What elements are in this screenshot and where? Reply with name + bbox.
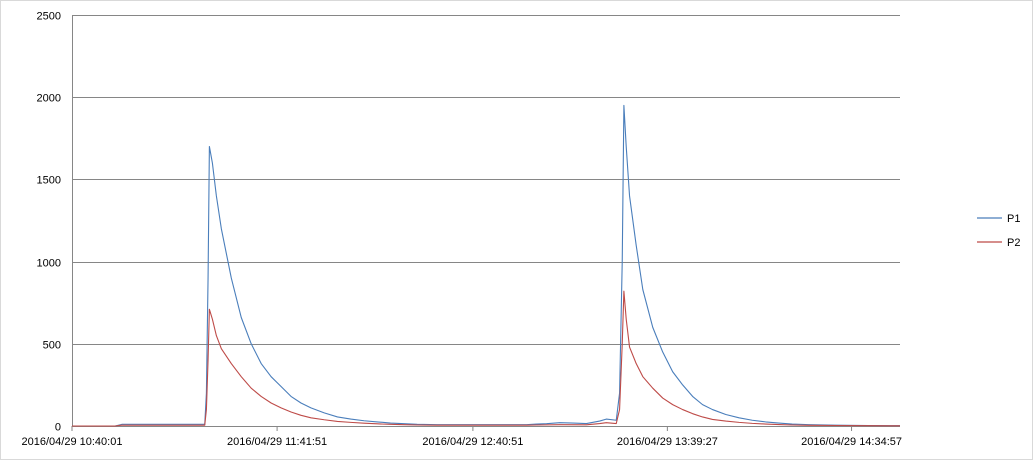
legend-label-p2: P2 bbox=[1007, 237, 1020, 249]
series-lines bbox=[72, 104, 901, 427]
x-tick-label-3: 2016/04/29 13:39:27 bbox=[617, 436, 718, 448]
x-tick-label-4: 2016/04/29 14:34:57 bbox=[801, 436, 902, 448]
x-tick-label-0: 2016/04/29 10:40:01 bbox=[22, 436, 123, 448]
x-tick-label-2: 2016/04/29 12:40:51 bbox=[422, 436, 523, 448]
y-axis-ticks: 0 500 1000 1500 2000 2500 bbox=[37, 11, 61, 434]
y-tick-label-500: 500 bbox=[43, 340, 61, 352]
y-tick-label-2500: 2500 bbox=[37, 11, 61, 23]
series-line-p2 bbox=[72, 290, 901, 427]
x-tick-label-1: 2016/04/29 11:41:51 bbox=[227, 436, 327, 448]
legend-label-p1: P1 bbox=[1007, 213, 1020, 225]
y-tick-label-0: 0 bbox=[55, 422, 61, 434]
y-tick-label-2000: 2000 bbox=[37, 93, 61, 105]
y-tick-label-1000: 1000 bbox=[37, 258, 61, 270]
x-axis-ticks: 2016/04/29 10:40:01 2016/04/29 11:41:51 20… bbox=[22, 426, 902, 448]
series-line-p1 bbox=[72, 104, 901, 427]
legend: P1 P2 bbox=[977, 213, 1020, 249]
gridlines bbox=[72, 15, 900, 345]
y-tick-label-1500: 1500 bbox=[37, 175, 61, 187]
axes bbox=[72, 15, 900, 427]
